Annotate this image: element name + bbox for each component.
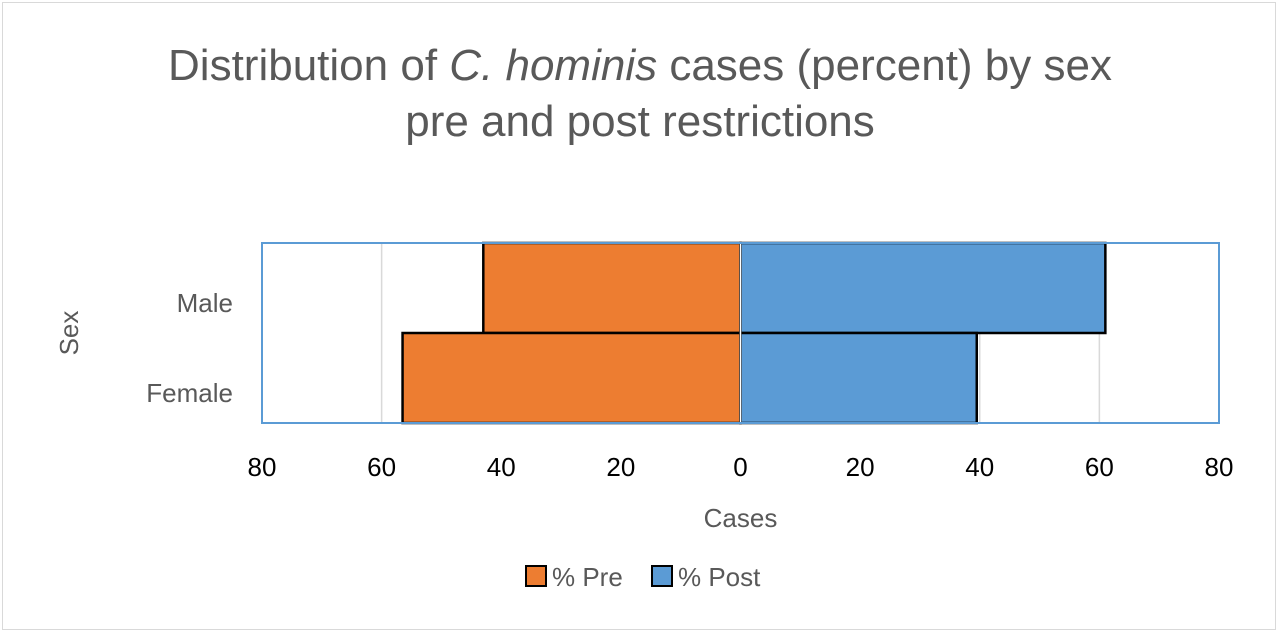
x-tick-label: 20 [846, 452, 875, 482]
x-tick-label: 20 [606, 452, 635, 482]
x-tick-label: 60 [367, 452, 396, 482]
bars [401, 241, 1107, 425]
title-line-1: Distribution of C. hominis cases (percen… [0, 38, 1280, 94]
bar-post-male [739, 241, 1107, 335]
chart-title: Distribution of C. hominis cases (percen… [0, 38, 1280, 150]
bar-pre-female [401, 331, 742, 425]
legend-swatch [525, 565, 547, 587]
x-axis-title: Cases [704, 503, 778, 533]
x-tick-label: 80 [248, 452, 277, 482]
x-tick-label: 40 [965, 452, 994, 482]
x-tick-label: 0 [733, 452, 747, 482]
category-labels: Male Female [146, 288, 233, 408]
x-tick-label: 60 [1085, 452, 1114, 482]
legend-label: % Pre [552, 562, 623, 592]
x-tick-labels: 80 60 40 20 0 20 40 60 80 [248, 452, 1234, 482]
title-line-2: pre and post restrictions [405, 97, 875, 146]
x-tick-label: 80 [1205, 452, 1234, 482]
y-axis-title: Sex [54, 311, 84, 356]
title-text-italic: C. hominis [449, 41, 658, 90]
legend-label: % Post [678, 562, 761, 592]
bar-pre-male [482, 241, 742, 335]
bar-post-female [739, 331, 979, 425]
x-tick-label: 40 [487, 452, 516, 482]
plot-area-border [261, 242, 1220, 424]
legend-swatch [651, 565, 673, 587]
title-text-pre: Distribution of [168, 41, 450, 90]
category-label-female: Female [146, 378, 233, 408]
legend: % Pre % Post [525, 562, 761, 592]
title-text-post: cases (percent) by sex [657, 41, 1112, 90]
category-label-male: Male [177, 288, 233, 318]
